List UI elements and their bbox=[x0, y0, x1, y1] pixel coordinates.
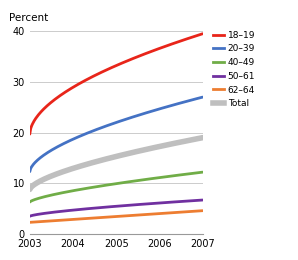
Text: Percent: Percent bbox=[9, 13, 48, 23]
Legend: 18–19, 20–39, 40–49, 50–61, 62–64, Total: 18–19, 20–39, 40–49, 50–61, 62–64, Total bbox=[209, 27, 259, 112]
